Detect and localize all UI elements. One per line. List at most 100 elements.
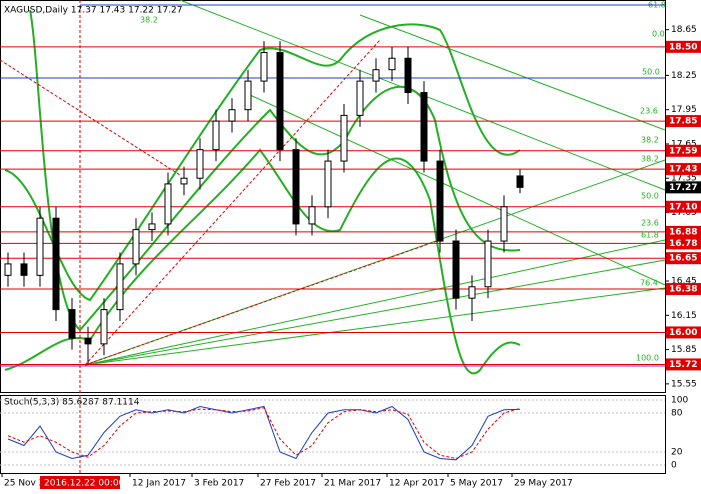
level-box bbox=[666, 163, 701, 176]
x-tick-label: 21 Mar 2017 bbox=[324, 479, 381, 489]
last-price-label: 17.27 bbox=[669, 183, 697, 193]
y-tick-label: 16.45 bbox=[671, 277, 697, 287]
level-box bbox=[666, 115, 701, 128]
last-price-box bbox=[666, 181, 701, 194]
candle-body bbox=[52, 217, 60, 311]
stoch-line bbox=[7, 405, 521, 461]
candle-body bbox=[4, 263, 12, 276]
candle-body bbox=[260, 52, 268, 82]
candle-body bbox=[196, 149, 204, 179]
fib-label: 0.0 bbox=[652, 30, 665, 39]
level-box bbox=[666, 40, 701, 53]
x-tick-label: 5 May 2017 bbox=[450, 479, 503, 489]
level-box bbox=[666, 144, 701, 157]
y-tick-label: 15.85 bbox=[671, 345, 697, 355]
candle-body bbox=[68, 309, 76, 339]
y-tick-label: 20 bbox=[671, 448, 683, 458]
candle-body bbox=[436, 160, 444, 242]
y-tick-label: 80 bbox=[671, 409, 683, 419]
candle-body bbox=[420, 92, 428, 162]
candle-body bbox=[132, 229, 140, 265]
candle-body bbox=[228, 109, 236, 122]
y-tick-label: 0 bbox=[671, 461, 677, 471]
level-label: 18.50 bbox=[669, 42, 697, 52]
fib-label: 100.0 bbox=[636, 354, 659, 363]
x-tick-label: 29 May 2017 bbox=[514, 479, 573, 489]
fib-label: 23.6 bbox=[641, 219, 659, 228]
candle-body bbox=[276, 52, 284, 151]
x-tick-label: 3 Feb 2017 bbox=[194, 479, 244, 489]
level-label: 16.78 bbox=[669, 239, 697, 249]
chart-title: XAGUSD,Daily 17.37 17.43 17.22 17.27 bbox=[4, 6, 183, 16]
x-tick-label: 12 Apr 2017 bbox=[389, 479, 445, 489]
level-box bbox=[666, 252, 701, 265]
candle-body bbox=[100, 309, 108, 345]
level-box bbox=[666, 225, 701, 238]
y-tick-label: 17.35 bbox=[671, 174, 697, 184]
x-tick-label: 27 Feb 2017 bbox=[260, 479, 316, 489]
y-tick-label: 17.05 bbox=[671, 208, 697, 218]
x-tick-label: 25 Nov 2016 bbox=[4, 479, 62, 489]
candle-body bbox=[84, 337, 92, 345]
level-box bbox=[666, 200, 701, 213]
level-label: 17.59 bbox=[669, 146, 697, 156]
dashed-lines bbox=[0, 0, 441, 473]
fib-label: 50.0 bbox=[641, 192, 659, 201]
level-label: 16.00 bbox=[669, 328, 697, 338]
level-label: 16.88 bbox=[669, 227, 697, 237]
main-panel bbox=[0, 0, 666, 393]
candle-body bbox=[324, 160, 332, 208]
level-box bbox=[666, 283, 701, 296]
y-tick-label: 100 bbox=[671, 396, 688, 406]
candle-body bbox=[20, 263, 28, 276]
level-label: 16.65 bbox=[669, 254, 697, 264]
level-label: 15.72 bbox=[669, 360, 697, 370]
level-label: 17.85 bbox=[669, 117, 697, 127]
candle-body bbox=[468, 286, 476, 299]
candle-body bbox=[516, 175, 524, 188]
fib-label: 38.2 bbox=[641, 136, 659, 145]
candle-body bbox=[244, 80, 252, 111]
candle-body bbox=[116, 263, 124, 311]
fib-label: 61.8 bbox=[641, 231, 659, 240]
candle-body bbox=[212, 120, 220, 151]
candle-body bbox=[356, 80, 364, 116]
fib-label: 23.6 bbox=[640, 107, 658, 116]
candle-body bbox=[452, 240, 460, 299]
level-box bbox=[666, 237, 701, 250]
x-tick-label: 12 Jan 2017 bbox=[132, 479, 186, 489]
candle-body bbox=[372, 69, 380, 82]
stoch-panel bbox=[0, 395, 666, 474]
y-tick-label: 18.25 bbox=[671, 71, 697, 81]
y-tick-label: 17.95 bbox=[671, 105, 697, 115]
candle-body bbox=[308, 206, 316, 225]
crosshair-box bbox=[40, 476, 120, 489]
y-tick-label: 18.65 bbox=[671, 25, 697, 35]
fib-label: 38.2 bbox=[140, 16, 158, 25]
y-tick-label: 16.15 bbox=[671, 311, 697, 321]
y-tick-label: 15.55 bbox=[671, 379, 697, 389]
level-label: 17.43 bbox=[669, 165, 697, 175]
level-label: 16.38 bbox=[669, 285, 697, 295]
candle-body bbox=[36, 217, 44, 276]
crosshair-label: 2016.12.22 00:00 bbox=[44, 479, 125, 489]
candle-body bbox=[180, 177, 188, 185]
candle-body bbox=[164, 183, 172, 225]
candle-body bbox=[404, 57, 412, 94]
level-box bbox=[666, 326, 701, 339]
fib-label: 76.4 bbox=[640, 279, 658, 288]
level-label: 17.10 bbox=[669, 202, 697, 212]
fib-label: 38.2 bbox=[641, 155, 659, 164]
candle-body bbox=[500, 206, 508, 242]
candle-body bbox=[148, 223, 156, 231]
candle-body bbox=[292, 149, 300, 225]
fib-label: 50.0 bbox=[642, 68, 660, 77]
stoch-line bbox=[7, 407, 521, 460]
stoch-title: Stoch(5,3,3) 85.6287 87.1114 bbox=[4, 398, 140, 408]
candle-body bbox=[340, 114, 348, 162]
candle-body bbox=[484, 240, 492, 288]
y-tick-label: 17.65 bbox=[671, 139, 697, 149]
level-box bbox=[666, 358, 701, 371]
